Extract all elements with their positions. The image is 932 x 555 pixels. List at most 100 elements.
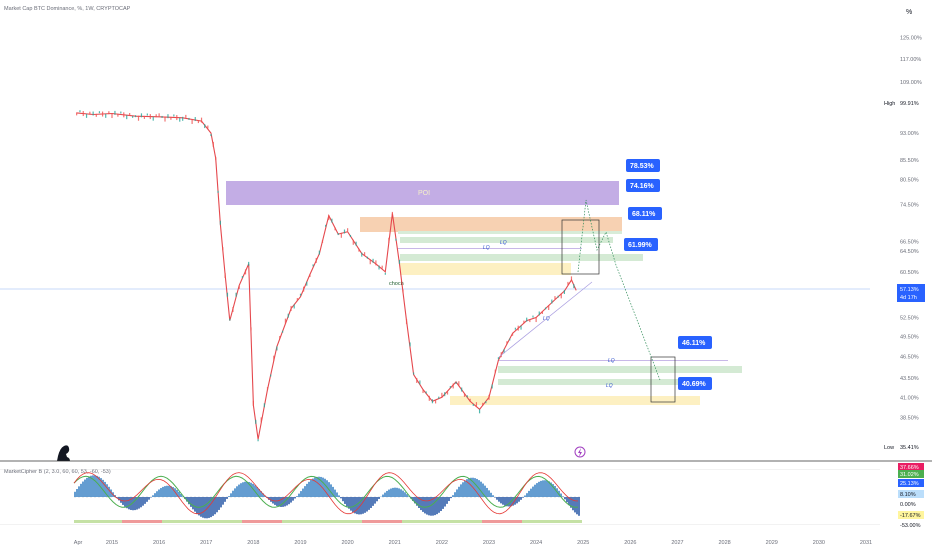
oscillator-wave-bar [220,497,222,507]
oscillator-wave-bar [424,497,426,513]
price-candle [222,247,223,250]
oscillator-wave-bar [140,497,142,507]
y-tick-label: 66.50% [900,239,919,245]
oscillator-wave-bar [398,488,400,497]
price-candle [114,111,115,115]
oscillator-bias-bar [78,520,82,523]
oscillator-wave-bar [444,497,446,507]
target-badge-label: 40.69% [682,381,707,388]
y-tick-label: 60.50% [900,270,919,276]
current-badge: 57.13% 4d 17h [897,284,925,302]
price-candle [347,228,348,231]
price-candle [413,373,414,375]
price-candle [356,242,357,246]
oscillator-wave-bar [572,497,574,510]
price-candle [509,338,510,340]
percent-button-label: % [906,9,912,16]
oscillator-wave-bar [546,481,548,497]
price-candle [385,273,386,275]
oscillator-bias-bar [130,520,134,523]
oscillator-bias-bar [442,520,446,523]
price-candle [542,311,543,314]
oscillator-bias-bar [202,520,206,523]
oscillator-bias-bar [430,520,434,523]
oscillator-wave-bar [396,488,398,497]
oscillator-wave-bar [438,497,440,513]
price-candle [395,239,396,241]
oscillator-bias-bar [562,520,566,523]
oscillator-bias-bar [350,520,354,523]
lq-label-3: LQ [608,358,615,364]
oscillator-wave-bar [540,481,542,497]
oscillator-wave-bar [566,497,568,502]
oscillator-wave-bar [532,487,534,497]
price-candle [267,387,268,390]
price-candle [102,112,103,117]
oscillator-wave-bar [474,478,476,497]
oscillator-bias-bar [134,520,138,523]
oscillator-value-label: -17.67% [900,513,921,519]
price-candle [409,342,410,346]
oscillator-wave-bar [350,497,352,511]
price-candle [518,326,519,331]
oscillator-bias-bar [278,520,282,523]
x-tick-label: Apr [74,540,83,546]
oscillator-wave-bar [198,497,200,515]
price-candle [316,258,317,263]
oscillator-wave-bar [496,497,498,500]
price-candle [422,390,423,393]
oscillator-wave-bar [376,497,378,501]
price-candle [399,260,400,264]
oscillator-bias-bar [534,520,538,523]
oscillator-wave-bar [152,495,154,497]
oscillator-bias-bar [298,520,302,523]
oscillator-bias-bar [426,520,430,523]
oscillator-bias-bar [494,520,498,523]
oscillator-bias-bar [502,520,506,523]
oscillator-wave-bar [524,495,526,497]
oscillator-bias-bar [358,520,362,523]
x-tick-label: 2025 [577,540,589,546]
price-candle [213,142,214,147]
oscillator-wave-bar [448,497,450,501]
oscillator-wave-bar [382,495,384,497]
oscillator-bias-bar [490,520,494,523]
oscillator-bias-bar [182,520,186,523]
oscillator-wave-bar [352,497,354,512]
oscillator-wave-bar [486,488,488,497]
oscillator-bias-bar [282,520,286,523]
x-tick-label: 2019 [294,540,306,546]
oscillator-bias-bar [118,520,122,523]
oscillator-wave-bar [442,497,444,509]
price-candle [464,394,465,397]
oscillator-bias-bar [270,520,274,523]
oscillator-wave-bar [84,480,86,497]
oscillator-wave-bar [94,475,96,497]
price-candle [461,388,462,392]
y-tick-label: 93.00% [900,131,919,137]
oscillator-wave-bar [488,490,490,497]
price-candle [79,110,80,112]
percent-button[interactable]: % [895,4,921,18]
oscillator-bias-bar [154,520,158,523]
oscillator-bias-bar [546,520,550,523]
oscillator-bias-bar [378,520,382,523]
oscillator-wave-bar [134,497,136,510]
lightning-event-icon[interactable] [575,447,585,457]
price-candle [571,276,572,281]
price-candle [126,115,127,119]
price-candle [201,118,202,123]
oscillator-wave-bar [494,497,496,498]
price-candle [182,117,183,121]
price-candle [173,114,174,116]
oscillator-wave-bar [534,485,536,497]
price-candle [361,253,362,257]
price-candle [111,113,112,118]
oscillator-wave-bar [324,479,326,497]
oscillator-wave-bar [358,497,360,514]
price-candle [334,227,335,230]
price-candle [551,300,552,304]
oscillator-wave-bar [518,497,520,502]
x-tick-label: 2015 [106,540,118,546]
x-tick-label: 2022 [436,540,448,546]
